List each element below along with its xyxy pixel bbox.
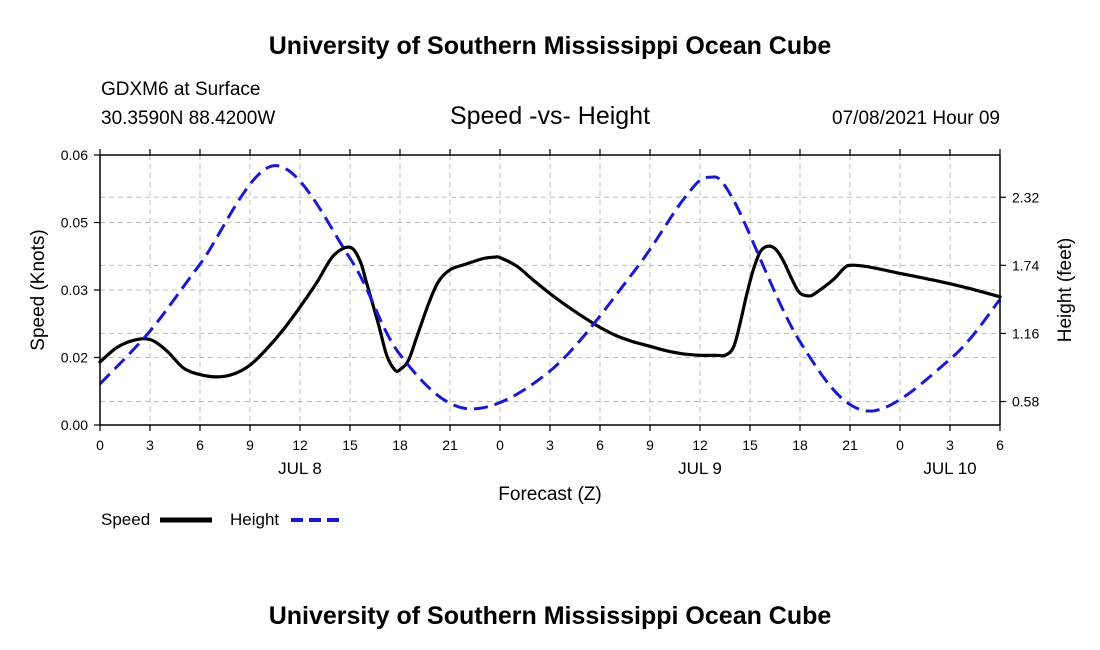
x-axis-title: Forecast (Z) bbox=[498, 484, 601, 505]
x-tick-label: 18 bbox=[792, 437, 808, 453]
x-tick-label: 6 bbox=[996, 437, 1004, 453]
y-tick-label: 0.05 bbox=[61, 215, 88, 231]
x-tick-label: 0 bbox=[96, 437, 104, 453]
x-tick-label: 12 bbox=[692, 437, 708, 453]
legend: Speed Height bbox=[101, 510, 343, 529]
axes-layer: 0 3 6 9 12 15 18 21 0 3 6 9 12 15 18 21 0 3 6 JUL 8 JUL 9 JUL… bbox=[61, 147, 1040, 478]
x-tick-label: 9 bbox=[646, 437, 654, 453]
grid-layer bbox=[100, 155, 1000, 425]
x-tick-label: 21 bbox=[842, 437, 858, 453]
x-tick-label: 0 bbox=[496, 437, 504, 453]
station-label: GDXM6 at Surface bbox=[101, 79, 260, 100]
y-tick-label: 0.00 bbox=[61, 417, 88, 433]
series-layer bbox=[98, 164, 1002, 413]
y2-axis-title: Height (feet) bbox=[1055, 238, 1076, 343]
y2-tick-label: 0.58 bbox=[1012, 394, 1039, 410]
date-label: JUL 9 bbox=[678, 459, 722, 478]
series-line-speed bbox=[98, 244, 1002, 379]
date-label: JUL 10 bbox=[923, 459, 976, 478]
x-tick-label: 21 bbox=[442, 437, 458, 453]
y-tick-label: 0.02 bbox=[61, 350, 88, 366]
page-title-top: University of Southern Mississippi Ocean… bbox=[269, 32, 832, 60]
series-line-height bbox=[98, 164, 1002, 413]
legend-label-speed: Speed bbox=[101, 510, 150, 529]
x-tick-label: 15 bbox=[742, 437, 758, 453]
datetime-label: 07/08/2021 Hour 09 bbox=[832, 108, 1000, 129]
x-tick-label: 12 bbox=[292, 437, 308, 453]
x-tick-label: 18 bbox=[392, 437, 408, 453]
x-tick-label: 6 bbox=[196, 437, 204, 453]
x-tick-label: 0 bbox=[896, 437, 904, 453]
x-tick-label: 6 bbox=[596, 437, 604, 453]
y2-tick-label: 2.32 bbox=[1012, 189, 1039, 205]
coords-label: 30.3590N 88.4200W bbox=[101, 108, 275, 129]
legend-label-height: Height bbox=[230, 510, 279, 529]
x-tick-label: 3 bbox=[946, 437, 954, 453]
y-tick-label: 0.03 bbox=[61, 282, 88, 298]
x-tick-label: 15 bbox=[342, 437, 358, 453]
x-tick-label: 3 bbox=[146, 437, 154, 453]
x-tick-label: 3 bbox=[546, 437, 554, 453]
y2-tick-label: 1.74 bbox=[1012, 257, 1039, 273]
date-label: JUL 8 bbox=[278, 459, 322, 478]
y-axis-title: Speed (Knots) bbox=[28, 229, 49, 350]
x-tick-label: 9 bbox=[246, 437, 254, 453]
page-title-bottom: University of Southern Mississippi Ocean… bbox=[269, 602, 832, 630]
plot-title: Speed -vs- Height bbox=[450, 102, 650, 130]
y-tick-label: 0.06 bbox=[61, 147, 88, 163]
y2-tick-label: 1.16 bbox=[1012, 325, 1039, 341]
